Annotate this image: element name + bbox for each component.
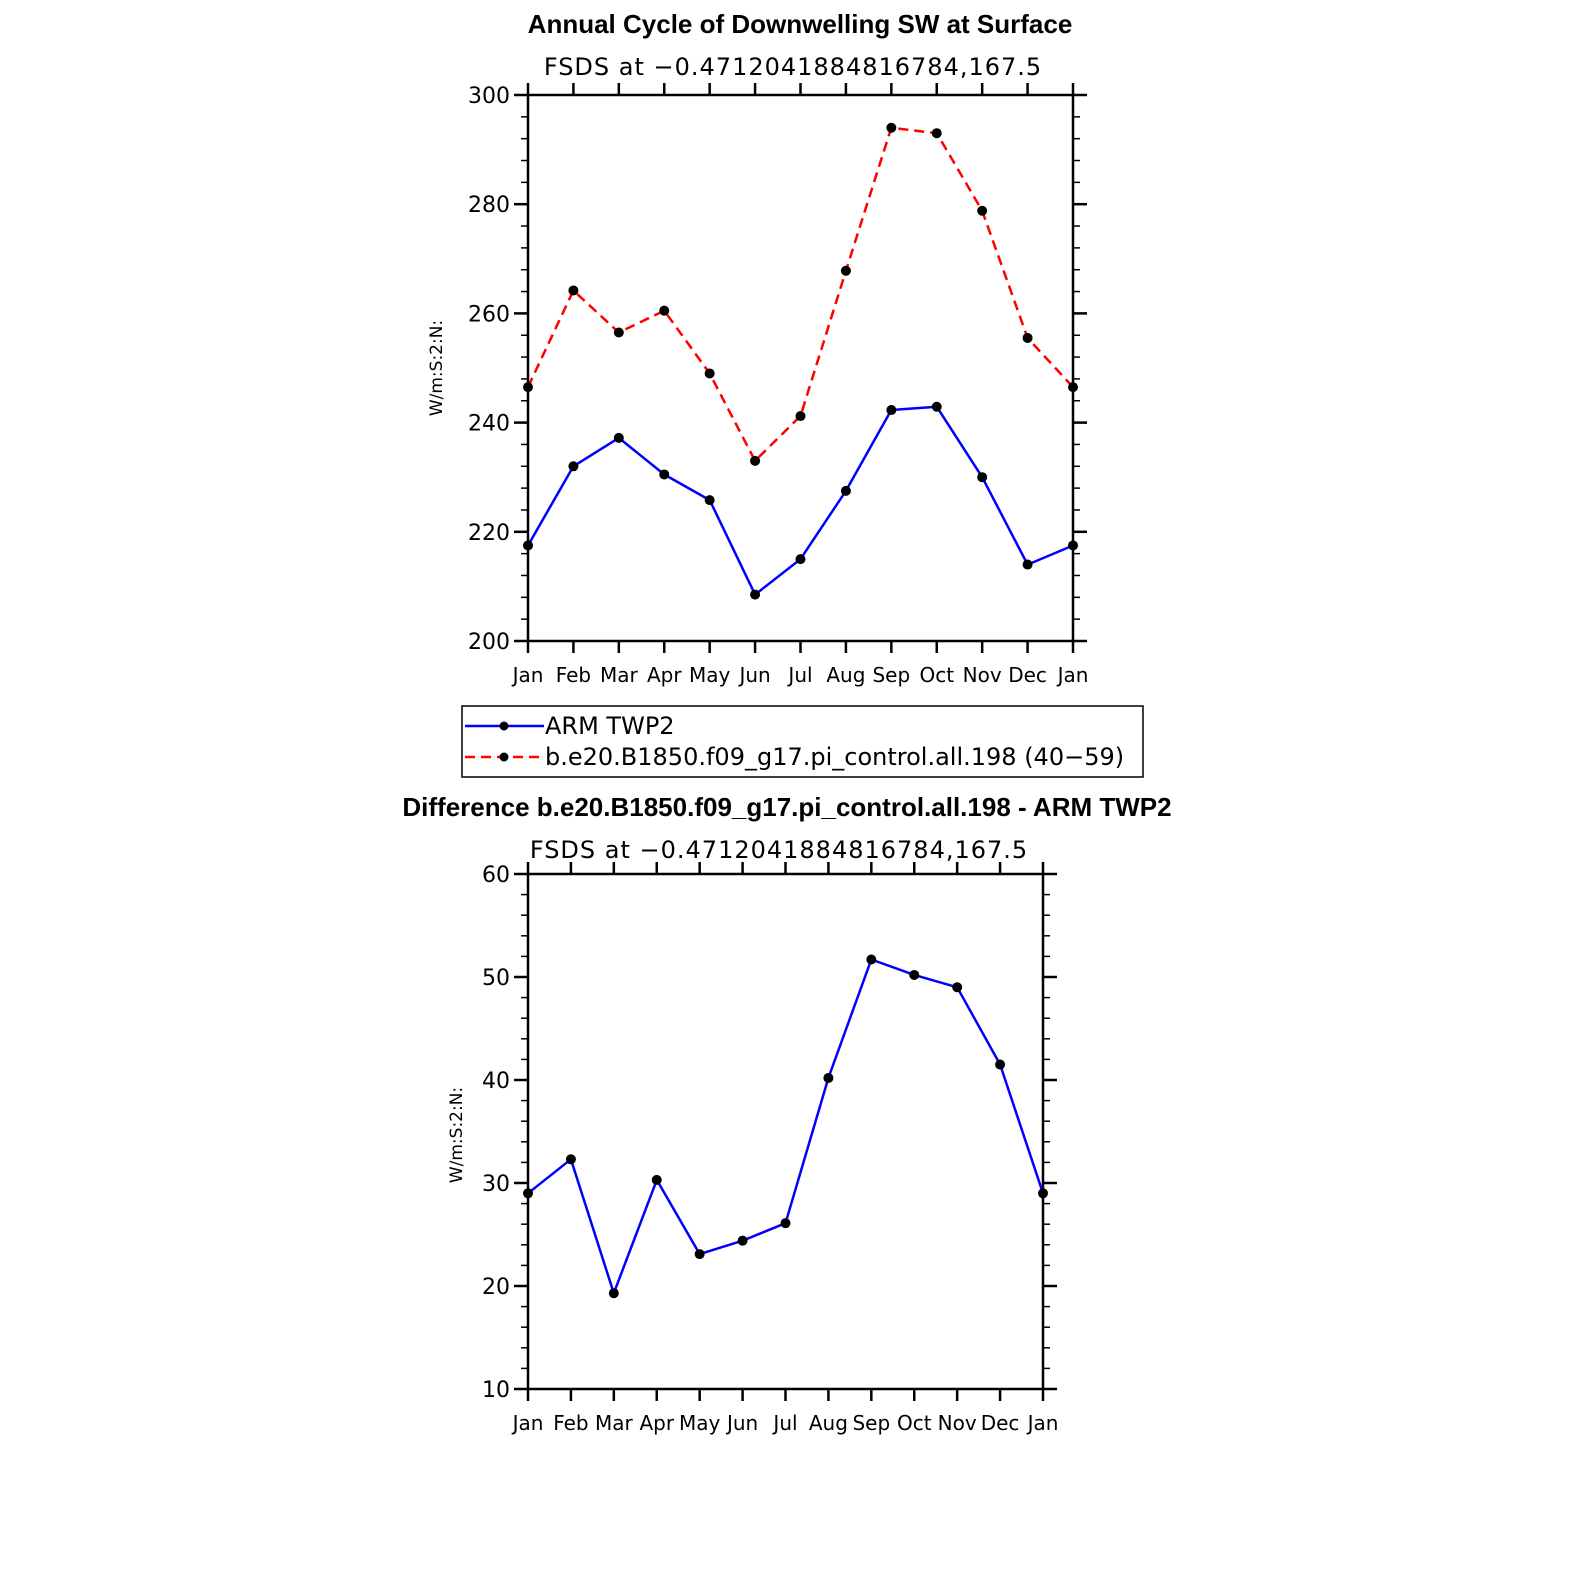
- chart2-frame: [526, 872, 1045, 1391]
- chart1-series-0-point: [704, 495, 715, 506]
- chart1-xtick-label: Sep: [872, 663, 910, 687]
- chart2-series-0-point: [780, 1218, 791, 1229]
- chart2-ytick-label: 60: [482, 863, 510, 888]
- chart1-ytick-label: 200: [468, 630, 510, 655]
- chart1-xtick-label: Jan: [511, 663, 544, 687]
- chart1-series-1-point: [1068, 382, 1078, 393]
- chart1-series-0-point: [1022, 559, 1033, 570]
- chart1-series-1-line: [526, 126, 1074, 463]
- chart1-subtitle: FSDS at −0.4712041884816784,167.5: [544, 53, 1042, 81]
- chart1-ytick-label: 240: [468, 412, 510, 437]
- chart1-xtick-label: Oct: [919, 663, 954, 687]
- chart1-series-1-point: [840, 265, 851, 276]
- chart2-subtitle: FSDS at −0.4712041884816784,167.5: [530, 836, 1028, 864]
- chart2-ytick-label: 50: [482, 966, 510, 991]
- legend-marker-model: [499, 752, 509, 762]
- chart1-series-0-point: [613, 432, 624, 443]
- legend: ARM TWP2 b.e20.B1850.f09_g17.pi_control.…: [461, 705, 1144, 778]
- chart2-series-0-point: [995, 1059, 1006, 1070]
- chart2-plot: 10 20 30 40 50 60 Jan Feb Mar Apr May Jun Jul Aug Sep O…: [482, 862, 1058, 1435]
- chart2-xtick-label: Jun: [725, 1411, 758, 1435]
- chart2-ylabel: W/m:S:2:N:: [447, 1087, 467, 1183]
- chart1-xtick-label: Feb: [556, 663, 591, 687]
- chart1-series-1-point: [795, 411, 806, 422]
- chart2-series-0-point: [1038, 1188, 1048, 1199]
- chart1-xtick-label: Jun: [737, 663, 770, 687]
- chart1-series-1-point: [750, 455, 761, 466]
- chart1-ytick-label: 280: [468, 193, 510, 218]
- legend-label-model: b.e20.B1850.f09_g17.pi_control.all.198 (…: [545, 743, 1124, 771]
- chart1-series-1-point: [1022, 332, 1033, 343]
- chart1-series-1-point: [886, 122, 897, 133]
- chart1-ytick-label: 220: [468, 521, 510, 546]
- legend-label-observed: ARM TWP2: [545, 712, 675, 740]
- chart1-series-0-point: [931, 401, 942, 412]
- chart2-title: Difference b.e20.B1850.f09_g17.pi_contro…: [402, 792, 1171, 822]
- chart1-series-1-point: [977, 205, 988, 216]
- chart1-xtick-label: Jul: [786, 663, 812, 687]
- chart2-xtick-label: Jan: [1026, 1411, 1059, 1435]
- chart1-xtick-label: May: [689, 663, 731, 687]
- chart1-title: Annual Cycle of Downwelling SW at Surfac…: [528, 9, 1073, 39]
- chart1-series-0-point: [840, 485, 851, 496]
- chart1-series-1-point: [659, 305, 670, 316]
- chart1-series-1-point: [568, 285, 579, 296]
- chart2-series-0-point: [909, 969, 920, 980]
- chart2-series-0-point: [523, 1188, 533, 1199]
- legend-box: [461, 705, 1144, 778]
- chart2-ytick-label: 40: [482, 1069, 510, 1094]
- chart1-xtick-label: Dec: [1008, 663, 1047, 687]
- chart1-series-1-point: [613, 327, 624, 338]
- chart2-xtick-label: Nov: [938, 1411, 977, 1435]
- chart1-xtick-label: Jan: [1056, 663, 1089, 687]
- chart1-series-0-point: [568, 461, 579, 472]
- chart2-series-0-point: [565, 1154, 576, 1165]
- chart2-ytick-label: 30: [482, 1172, 510, 1197]
- chart2-series-0-point: [608, 1288, 619, 1299]
- chart1-xtick-label: Aug: [826, 663, 865, 687]
- chart1-xtick-label: Apr: [647, 663, 682, 687]
- chart1-series-0-line: [526, 405, 1074, 596]
- chart2-xtick-label: Sep: [852, 1411, 890, 1435]
- chart1-series-0-point: [659, 469, 670, 480]
- chart1-ylabel: W/m:S:2:N:: [427, 320, 447, 416]
- chart2-xtick-label: Aug: [809, 1411, 848, 1435]
- chart2-xtick-label: May: [679, 1411, 721, 1435]
- chart2-xtick-label: Jan: [511, 1411, 544, 1435]
- chart1-series-1-point: [523, 382, 533, 393]
- chart2-series-0-point: [651, 1174, 662, 1185]
- chart1-ytick-label: 260: [468, 302, 510, 327]
- chart1-xtick-label: Nov: [963, 663, 1002, 687]
- chart2-ytick-label: 10: [482, 1378, 510, 1403]
- chart1-series-1-point: [704, 368, 715, 379]
- chart2-series-0-point: [866, 954, 877, 965]
- chart1-plot: 200 220 240 260 280 300 Jan Feb Mar Apr May Jun Jul A…: [468, 83, 1088, 687]
- chart2-ytick-label: 20: [482, 1275, 510, 1300]
- chart2-series-0-point: [823, 1072, 834, 1083]
- chart1-series-0-point: [886, 405, 897, 416]
- chart2-xtick-label: Mar: [595, 1411, 634, 1435]
- chart2-series-0-point: [694, 1249, 705, 1260]
- chart1-series-0-point: [977, 472, 988, 483]
- chart1-series-0-point: [795, 554, 806, 565]
- chart2-xtick-label: Dec: [981, 1411, 1020, 1435]
- chart1-xtick-label: Mar: [600, 663, 639, 687]
- chart1-series-0-point: [1068, 540, 1078, 551]
- chart1-series-0-point: [750, 589, 761, 600]
- chart2-series-0-point: [952, 982, 963, 993]
- chart2-xtick-label: Jul: [771, 1411, 797, 1435]
- chart1-series-1-point: [931, 128, 942, 139]
- chart1-ytick-label: 300: [468, 84, 510, 109]
- chart2-series-0-line: [527, 958, 1045, 1295]
- chart2-series-0-point: [737, 1235, 748, 1246]
- chart1-series-0-point: [523, 540, 533, 551]
- chart2-xtick-label: Apr: [639, 1411, 674, 1435]
- chart2-xtick-label: Feb: [553, 1411, 588, 1435]
- legend-marker-observed: [499, 721, 509, 731]
- chart2-xtick-label: Oct: [897, 1411, 932, 1435]
